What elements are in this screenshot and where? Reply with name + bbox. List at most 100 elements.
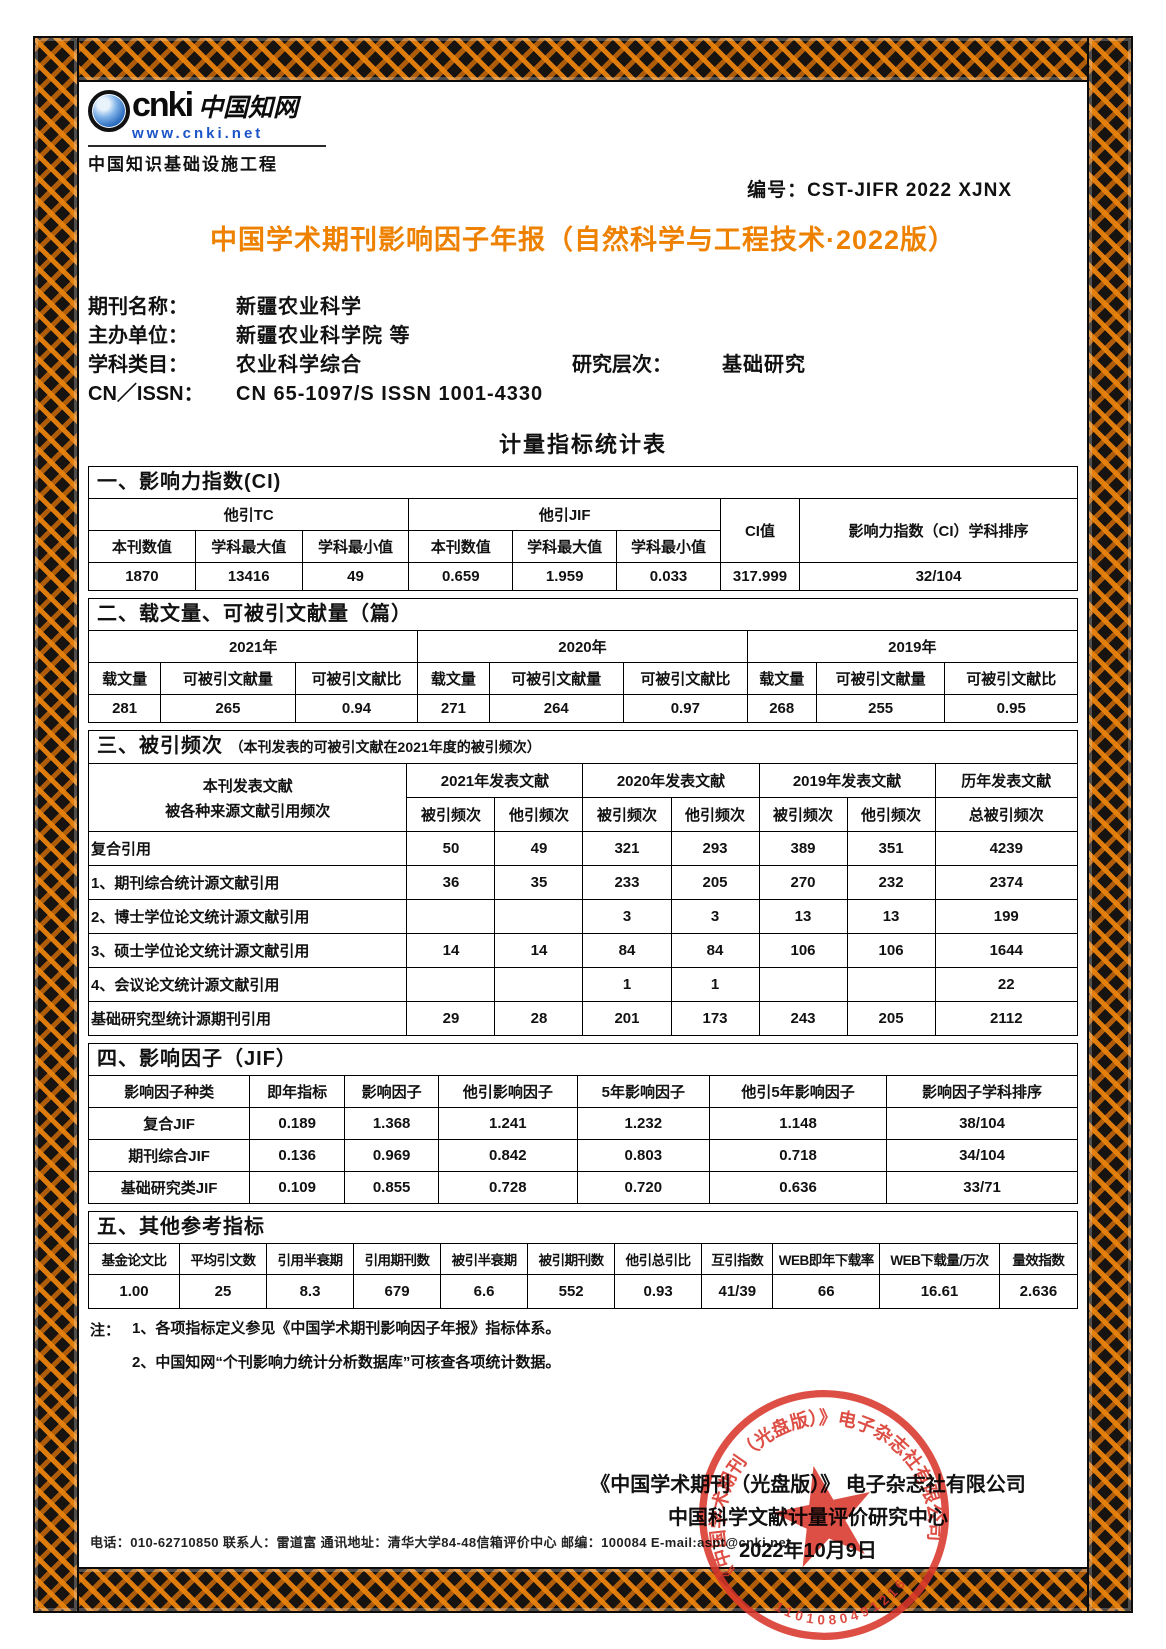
citations-table: 本刊发表文献 被各种来源文献引用频次 2021年发表文献 2020年发表文献 2… (87, 763, 1079, 1036)
table-cell: 293 (670, 831, 760, 866)
row-label: 期刊综合JIF (87, 1139, 251, 1172)
table-cell: 173 (670, 1001, 760, 1036)
col-header: 他引频次 (846, 797, 936, 832)
table-cell: 0.636 (709, 1171, 888, 1204)
row-label: 复合引用 (87, 831, 408, 866)
col-header: 总被引频次 (934, 797, 1079, 832)
logo-brand-chinese: 中国知网 (198, 95, 299, 122)
row-label: 4、会议论文统计源文献引用 (87, 967, 408, 1002)
table-cell: 0.109 (249, 1171, 346, 1204)
note-line-1: 1、各项指标定义参见《中国学术期刊影响因子年报》指标体系。 (132, 1320, 561, 1337)
col-header: 被引期刊数 (527, 1243, 616, 1275)
table-cell: 50 (406, 831, 496, 866)
col-header: 可被引文献比 (944, 662, 1078, 695)
table-cell: 2.636 (998, 1274, 1079, 1309)
table-cell: 0.842 (438, 1139, 578, 1172)
research-level-label: 研究层次： (572, 354, 672, 376)
table-cell: 22 (934, 967, 1079, 1002)
signature-area: 《中国学术期刊（光盘版）》 电子杂志社有限公司 中国科学文献计量评价研究中心 2… (88, 1381, 1078, 1641)
table-cell: 255 (815, 694, 946, 723)
col-header: 本刊数值 (408, 530, 514, 563)
row-label: 基础研究类JIF (87, 1171, 251, 1204)
table-cell (494, 967, 584, 1002)
table-cell: 1 (670, 967, 760, 1002)
col-header: 学科最大值 (512, 530, 618, 563)
table-cell: 3 (582, 899, 672, 934)
table-cell: 25 (178, 1274, 268, 1309)
sponsor-row: 主办单位： 新疆农业科学院 等 (88, 322, 1078, 351)
col-header: 载文量 (746, 662, 817, 695)
table-cell: 264 (488, 694, 625, 723)
table-cell: 106 (846, 933, 936, 968)
stats-table-title: 计量指标统计表 (498, 432, 667, 457)
section1-heading: 一、影响力指数(CI) (88, 466, 1078, 498)
table-cell: 29 (406, 1001, 496, 1036)
report-serial-number: 编号：CST-JIFR 2022 XJNX (747, 180, 1012, 201)
articles-table: 2021年 2020年 2019年 载文量 可被引文献量 可被引文献比 载文量 … (87, 630, 1079, 723)
table-cell: 0.93 (614, 1274, 703, 1309)
table-cell: 205 (670, 865, 760, 900)
col-header: 本刊数值 (88, 530, 196, 563)
row-label: 基础研究型统计源期刊引用 (87, 1001, 408, 1036)
table-cell: 84 (582, 933, 672, 968)
journal-name-row: 期刊名称： 新疆农业科学 (88, 293, 1078, 322)
subject-label: 学科类目： (88, 354, 188, 376)
col-group-2019: 2019年发表文献 (758, 763, 936, 798)
table-cell: 317.999 (719, 562, 801, 591)
table-cell: 49 (494, 831, 584, 866)
ornamental-border-top (33, 36, 1133, 82)
issuer-signature: 《中国学术期刊（光盘版）》 电子杂志社有限公司 中国科学文献计量评价研究中心 2… (558, 1469, 1058, 1568)
col-header: 影响因子学科排序 (886, 1075, 1078, 1108)
table-cell: 1 (582, 967, 672, 1002)
col-header: 学科最大值 (194, 530, 303, 563)
table-cell: 28 (494, 1001, 584, 1036)
certificate-content: cnki 中国知网 www.cnki.net 中国知识基础设施工程 编号：CST… (84, 86, 1082, 1641)
table-row: 复合JIF 0.189 1.368 1.241 1.232 1.148 38/1… (87, 1107, 1078, 1140)
table-cell: 13 (846, 899, 936, 934)
table-cell: 0.033 (616, 562, 721, 591)
section3-heading: 三、被引频次 （本刊发表的可被引文献在2021年度的被引频次） (88, 730, 1078, 763)
logo-url: www.cnki.net (132, 125, 264, 142)
table-row: 1、期刊综合统计源文献引用 36 35 233 205 270 232 2374 (87, 865, 1079, 900)
table-cell: 3 (670, 899, 760, 934)
cn-issn-value: CN 65-1097/S ISSN 1001-4330 (236, 383, 544, 405)
table-cell: 201 (582, 1001, 672, 1036)
other-indicators-table: 基金论文比 平均引文数 引用半衰期 引用期刊数 被引半衰期 被引期刊数 他引总引… (88, 1243, 1079, 1309)
col-header: 5年影响因子 (576, 1075, 711, 1108)
table-cell: 1644 (934, 933, 1079, 968)
contact-footer: 电话：010-62710850 联系人：雷道富 通讯地址：清华大学84-48信箱… (90, 1535, 791, 1550)
table-cell: 270 (758, 865, 848, 900)
table-cell (406, 899, 496, 934)
cn-issn-label: CN／ISSN： (88, 383, 204, 405)
table-cell: 552 (527, 1274, 616, 1309)
table-cell: 1.148 (709, 1107, 888, 1140)
cnki-globe-icon (88, 90, 130, 132)
subject-value: 农业科学综合 (236, 354, 362, 376)
table-cell: 205 (846, 1001, 936, 1036)
col-header: 即年指标 (249, 1075, 346, 1108)
sponsor-value: 新疆农业科学院 等 (236, 325, 411, 347)
table-cell: 2374 (934, 865, 1079, 900)
table-cell: 0.95 (944, 694, 1078, 723)
col-group-2020: 2020年发表文献 (582, 763, 760, 798)
table-cell: 281 (87, 694, 162, 723)
table-cell: 199 (934, 899, 1079, 934)
table-cell (406, 967, 496, 1002)
table-cell: 321 (582, 831, 672, 866)
col-header: 可被引文献量 (815, 662, 946, 695)
table-cell: 1.241 (438, 1107, 578, 1140)
research-level-value: 基础研究 (722, 354, 806, 376)
ornamental-border-right (1087, 36, 1133, 1613)
col-header: 可被引文献比 (623, 662, 748, 695)
section2-heading: 二、载文量、可被引文献量（篇） (88, 598, 1078, 630)
table-cell: 0.94 (294, 694, 419, 723)
table-cell: 0.855 (344, 1171, 440, 1204)
col-group-jif: 他引JIF (408, 498, 721, 531)
subject-row: 学科类目： 农业科学综合 研究层次： 基础研究 (88, 351, 1078, 380)
cn-issn-row: CN／ISSN： CN 65-1097/S ISSN 1001-4330 (88, 380, 1078, 409)
notes-block: 注： 1、各项指标定义参见《中国学术期刊影响因子年报》指标体系。 2、中国知网“… (88, 1319, 1078, 1373)
table-cell: 36 (406, 865, 496, 900)
col-header: 可被引文献量 (488, 662, 625, 695)
col-group-2021: 2021年发表文献 (406, 763, 584, 798)
table-cell: 271 (417, 694, 490, 723)
